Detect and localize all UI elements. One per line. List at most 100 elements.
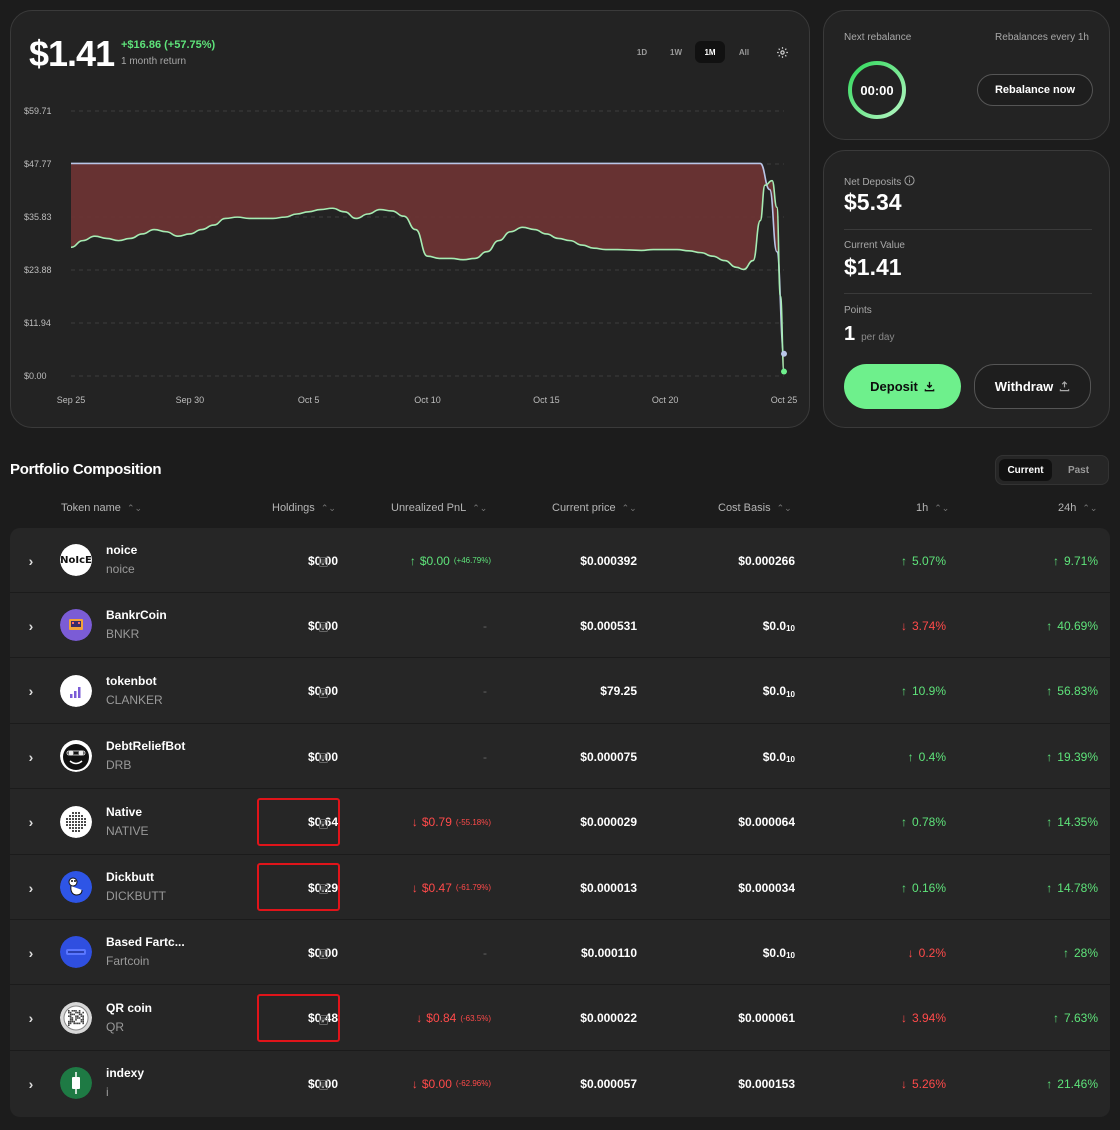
holding-highlight-box xyxy=(257,993,340,1042)
holding-detail-icon[interactable] xyxy=(319,881,328,899)
change-24h-value: 28% xyxy=(1073,945,1098,960)
tab-current[interactable]: Current xyxy=(999,459,1052,481)
rebalance-now-button[interactable]: Rebalance now xyxy=(977,74,1093,106)
candle-logo-icon xyxy=(60,1067,92,1100)
net-deposits-label: Net Deposits xyxy=(844,176,902,188)
expand-chevron-icon[interactable]: › xyxy=(28,1010,34,1027)
token-name: BankrCoin xyxy=(106,608,167,623)
holding-detail-icon[interactable] xyxy=(319,946,328,964)
table-row[interactable]: › Native NATIVE $0.64 ↓ $0.79 (-55.18%) … xyxy=(10,790,1110,855)
expand-chevron-icon[interactable]: › xyxy=(28,617,34,634)
pnl-arrow-icon: ↓ xyxy=(411,1076,418,1091)
settings-gear-icon[interactable] xyxy=(767,41,797,63)
change-24h: ↑ 9.71% xyxy=(1053,528,1098,593)
change-1h: ↓ 3.74% xyxy=(901,593,946,658)
col-holdings[interactable]: Holdings ⌃⌄ xyxy=(272,502,336,514)
holding-detail-icon[interactable] xyxy=(319,554,328,572)
expand-chevron-icon[interactable]: › xyxy=(28,814,34,831)
expand-chevron-icon[interactable]: › xyxy=(28,683,34,700)
current-price: $0.000013 xyxy=(580,880,637,895)
range-tabs: 1D 1W 1M All xyxy=(627,41,797,63)
pnl-arrow-icon: ↓ xyxy=(411,880,418,895)
unrealized-pnl: - xyxy=(483,659,491,724)
info-icon[interactable] xyxy=(904,175,915,189)
sort-icon: ⌃⌄ xyxy=(126,502,143,513)
rebalance-timer: 00:00 xyxy=(860,82,894,98)
noice-logo-text: NoIcE xyxy=(60,544,92,576)
tab-past[interactable]: Past xyxy=(1067,464,1090,476)
token-name: DebtReliefBot xyxy=(106,739,186,754)
range-tab-1m[interactable]: 1M xyxy=(695,41,725,63)
pnl-percent: (-55.18%) xyxy=(455,817,491,827)
expand-chevron-icon[interactable]: › xyxy=(28,1075,34,1092)
current-price: $0.000531 xyxy=(580,618,637,633)
change-arrow-icon: ↑ xyxy=(1046,684,1053,699)
table-row[interactable]: › indexy i $0.00 ↓ $0.00 (-62.96%) $0.00… xyxy=(10,1051,1110,1116)
table-row[interactable]: › DebtReliefBot DRB $0.00 - $0.000075 $0… xyxy=(10,724,1110,790)
holding-detail-icon[interactable] xyxy=(319,685,328,703)
sort-icon: ⌃⌄ xyxy=(776,502,792,513)
download-icon xyxy=(924,381,935,392)
holding-detail-icon[interactable] xyxy=(319,1077,328,1095)
face-logo-icon xyxy=(60,740,92,773)
cost-basis: $0.0 10 xyxy=(763,724,795,789)
current-price: $0.000392 xyxy=(580,553,637,568)
x-tick-label: Oct 5 xyxy=(298,395,320,405)
rebalance-card: Next rebalance Rebalances every 1h 00:00… xyxy=(823,10,1110,140)
expand-chevron-icon[interactable]: › xyxy=(28,944,34,961)
change-24h-value: 14.78% xyxy=(1057,880,1098,895)
change-24h: ↑ 19.39% xyxy=(1046,724,1098,789)
range-tab-1d[interactable]: 1D xyxy=(636,47,648,57)
y-tick-label: $11.94 xyxy=(24,318,51,328)
holding-detail-icon[interactable] xyxy=(319,1012,328,1030)
change-1h-value: 0.2% xyxy=(918,945,946,960)
withdraw-button[interactable]: Withdraw xyxy=(974,364,1091,409)
holding-detail-icon[interactable] xyxy=(319,619,328,637)
table-row[interactable]: › tokenbot CLANKER $0.00 - $79.25 $0.0 10… xyxy=(10,659,1110,724)
token-name: Based Fartc... xyxy=(106,935,185,950)
change-arrow-icon: ↓ xyxy=(900,1011,907,1026)
table-row[interactable]: › NoIcE noice noice $0.00 ↑ $0.00 (+46.7… xyxy=(10,528,1110,593)
col-1h[interactable]: 1h ⌃⌄ xyxy=(916,502,949,514)
change-24h-value: 21.46% xyxy=(1057,1076,1098,1091)
range-tab-1w[interactable]: 1W xyxy=(670,47,682,57)
bar-chart-logo-icon xyxy=(60,674,92,707)
pnl-arrow-icon: ↓ xyxy=(416,1011,423,1026)
x-tick-label: Sep 30 xyxy=(176,395,205,405)
pnl-value: - xyxy=(483,945,487,960)
pnl-value: - xyxy=(483,618,487,633)
holding-detail-icon[interactable] xyxy=(319,750,328,768)
col-current-price[interactable]: Current price ⌃⌄ xyxy=(552,502,637,514)
change-24h: ↑ 56.83% xyxy=(1046,659,1098,724)
table-row[interactable]: › BankrCoin BNKR $0.00 - $0.000531 $0.0 1… xyxy=(10,593,1110,659)
col-label: 24h xyxy=(1058,502,1077,514)
table-row[interactable]: › QR coin QR $0.48 ↓ $0.84 (-63.5%) $0.0… xyxy=(10,986,1110,1051)
pnl-value: - xyxy=(483,684,487,699)
unrealized-pnl: ↓ $0.00 (-62.96%) xyxy=(412,1051,491,1116)
expand-chevron-icon[interactable]: › xyxy=(28,879,34,896)
col-unrealized-pnl[interactable]: Unrealized PnL ⌃⌄ xyxy=(391,502,487,514)
change-arrow-icon: ↑ xyxy=(1046,880,1053,895)
expand-chevron-icon[interactable]: › xyxy=(28,552,34,569)
y-tick-label: $0.00 xyxy=(24,371,47,381)
x-tick-label: Sep 25 xyxy=(57,395,86,405)
token-table: › NoIcE noice noice $0.00 ↑ $0.00 (+46.7… xyxy=(10,528,1110,1117)
table-row[interactable]: › Based Fartc... Fartcoin $0.00 - $0.000… xyxy=(10,920,1110,986)
col-cost-basis[interactable]: Cost Basis ⌃⌄ xyxy=(718,502,792,514)
cost-basis-value: $0.000153 xyxy=(738,1076,795,1091)
col-token-name[interactable]: Token name ⌃⌄ xyxy=(61,502,142,514)
pnl-arrow-icon: ↓ xyxy=(411,815,418,830)
next-rebalance-label: Next rebalance xyxy=(844,32,912,43)
change-24h-value: 7.63% xyxy=(1063,1011,1098,1026)
expand-chevron-icon[interactable]: › xyxy=(28,748,34,765)
range-tab-all[interactable]: All xyxy=(738,47,750,57)
col-24h[interactable]: 24h ⌃⌄ xyxy=(1058,502,1097,514)
cost-basis-value: $0.0 xyxy=(762,618,787,633)
series-upper-endpoint xyxy=(781,350,787,357)
change-arrow-icon: ↑ xyxy=(900,815,907,830)
table-row[interactable]: › Dickbutt DICKBUTT $0.29 ↓ $0.47 (-61.7… xyxy=(10,855,1110,920)
deposit-button[interactable]: Deposit xyxy=(844,364,961,409)
rebalance-now-label: Rebalance now xyxy=(994,84,1076,96)
net-deposits-label-row: Net Deposits xyxy=(844,175,915,189)
holding-detail-icon[interactable] xyxy=(319,816,328,834)
